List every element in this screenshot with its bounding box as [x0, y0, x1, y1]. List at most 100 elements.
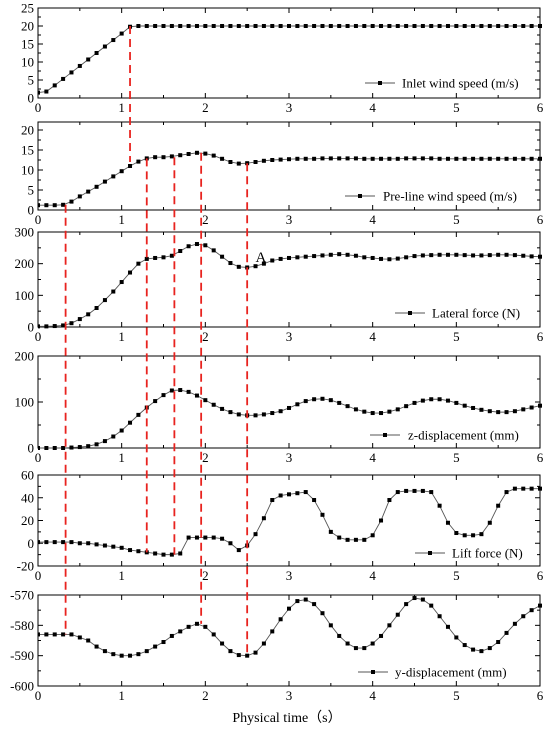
data-point: [345, 404, 350, 409]
data-point: [496, 640, 501, 645]
data-point: [261, 24, 266, 28]
data-point: [312, 254, 317, 259]
y-tick-label: 0: [28, 320, 35, 335]
data-point: [395, 407, 400, 412]
y-tick-label: 15: [21, 37, 34, 52]
data-point: [370, 24, 375, 28]
data-point: [253, 160, 258, 164]
data-point: [287, 157, 291, 162]
data-point: [320, 512, 325, 517]
data-point: [69, 540, 74, 545]
data-point: [236, 264, 241, 269]
data-point: [111, 544, 116, 549]
data-point: [496, 24, 501, 28]
data-point: [253, 24, 258, 28]
x-tick-label: 6: [537, 568, 544, 583]
data-point: [462, 24, 467, 28]
data-point: [69, 321, 74, 326]
legend-marker: [358, 194, 362, 198]
data-point: [521, 614, 526, 619]
panel-4: 0 1 2 3 4 5 6 0 100 200 z-displacement (mm): [15, 349, 544, 466]
data-point: [487, 24, 492, 28]
data-point: [38, 324, 40, 329]
data-point: [445, 252, 450, 257]
data-point: [44, 632, 49, 637]
data-point: [370, 641, 375, 646]
data-point: [487, 253, 492, 258]
data-point: [287, 24, 291, 28]
y-tick-label: 10: [21, 163, 34, 178]
data-point: [295, 24, 300, 28]
data-point: [111, 174, 116, 179]
data-point: [454, 252, 459, 257]
data-point: [370, 533, 375, 538]
legend-label: Lateral force (N): [432, 306, 520, 321]
x-tick-label: 5: [453, 688, 460, 703]
data-point: [487, 520, 492, 525]
data-point: [153, 551, 158, 556]
data-point: [504, 252, 509, 257]
data-point: [404, 156, 409, 161]
data-point: [102, 179, 107, 184]
data-point: [220, 536, 225, 541]
data-point: [420, 488, 425, 493]
data-point: [144, 649, 149, 654]
data-point: [253, 650, 258, 655]
data-point: [69, 632, 74, 637]
data-point: [169, 24, 174, 28]
data-point: [203, 151, 208, 156]
data-point: [178, 153, 183, 158]
data-point: [287, 405, 291, 410]
data-point: [86, 312, 91, 317]
data-point: [379, 256, 384, 261]
data-point: [303, 24, 308, 28]
x-tick-label: 5: [453, 212, 460, 227]
data-point: [445, 398, 450, 403]
data-point: [529, 254, 534, 259]
data-point: [395, 256, 400, 261]
data-point: [412, 596, 417, 601]
data-point: [261, 261, 266, 266]
y-tick-label: 0: [28, 203, 35, 218]
legend-marker: [371, 670, 375, 674]
x-tick-label: 5: [453, 450, 460, 465]
data-point: [437, 503, 442, 508]
data-point: [228, 541, 233, 546]
data-point: [412, 488, 417, 493]
data-point: [487, 646, 492, 651]
data-point: [119, 428, 124, 433]
data-point: [102, 44, 107, 49]
data-point: [236, 412, 241, 417]
data-point: [119, 280, 124, 285]
data-point: [111, 434, 116, 439]
data-point: [111, 38, 116, 43]
data-point: [236, 24, 241, 28]
data-point: [412, 156, 417, 161]
data-point: [429, 397, 434, 402]
data-point: [136, 549, 141, 554]
data-point: [454, 400, 459, 405]
legend-label: Lift force (N): [452, 546, 523, 561]
data-point: [420, 253, 425, 258]
y-tick-label: 20: [21, 19, 34, 34]
data-point: [437, 397, 442, 402]
legend-label: z-displacement (mm): [408, 428, 519, 443]
data-point: [194, 150, 199, 155]
data-point: [61, 323, 66, 328]
data-point: [128, 270, 133, 275]
x-tick-label: 6: [537, 212, 544, 227]
x-tick-label: 0: [35, 450, 42, 465]
data-point: [521, 156, 526, 161]
data-point: [94, 184, 99, 189]
data-point: [69, 199, 74, 204]
data-point: [320, 611, 325, 616]
data-point: [387, 24, 392, 28]
data-point: [404, 602, 409, 607]
data-point: [387, 498, 392, 503]
data-point: [320, 24, 325, 28]
data-point: [412, 400, 417, 405]
data-point: [445, 520, 450, 525]
data-point: [320, 253, 325, 258]
data-point: [77, 317, 82, 322]
